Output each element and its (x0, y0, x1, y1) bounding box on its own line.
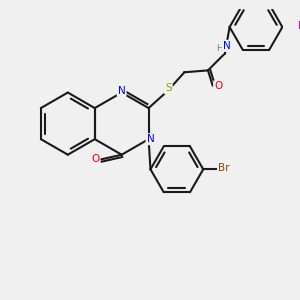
Text: N: N (147, 134, 154, 144)
Text: O: O (91, 154, 99, 164)
Text: N: N (118, 86, 125, 96)
Text: Br: Br (218, 164, 230, 173)
Text: S: S (165, 83, 172, 93)
Text: H: H (216, 44, 223, 53)
Text: F: F (298, 21, 300, 31)
Text: O: O (214, 81, 222, 92)
Text: N: N (223, 41, 231, 51)
